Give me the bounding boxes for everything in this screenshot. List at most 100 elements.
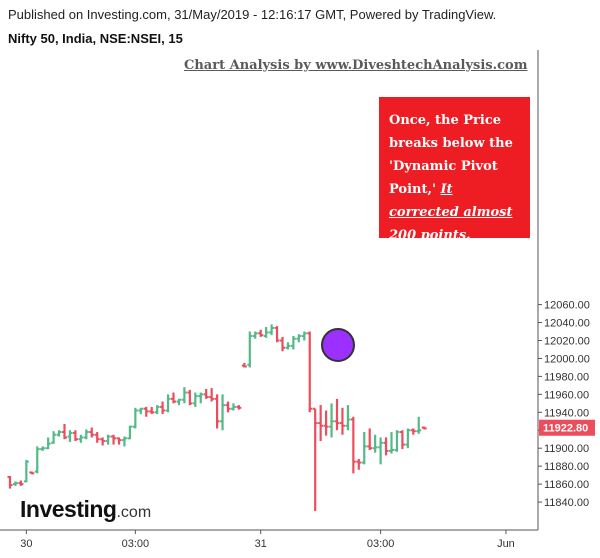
ohlc-bar <box>45 437 51 450</box>
y-tick-label: 12040.00 <box>544 318 590 330</box>
ohlc-bar <box>334 398 340 431</box>
marker-layer <box>321 327 355 362</box>
instrument-title: Nifty 50, India, NSE:NSEI, 15 <box>8 31 183 46</box>
ohlc-bar <box>323 410 329 436</box>
ohlc-bar <box>383 437 389 456</box>
pivot-marker <box>321 327 355 362</box>
ohlc-bar <box>285 342 291 350</box>
ohlc-bar <box>198 392 204 404</box>
y-tick-label: 11960.00 <box>544 389 589 401</box>
ohlc-bar <box>416 416 422 434</box>
last-price-badge <box>539 419 595 436</box>
ohlc-bar <box>301 331 307 341</box>
ohlc-bar <box>247 331 253 368</box>
ohlc-bar <box>225 401 231 413</box>
watermark-text: Chart Analysis by www.DiveshtechAnalysis… <box>184 58 528 73</box>
ohlc-bar <box>220 394 226 431</box>
ohlc-bar <box>51 431 57 444</box>
y-tick-label: 12020.00 <box>544 336 590 348</box>
y-tick-label: 12000.00 <box>544 353 590 365</box>
ohlc-bar <box>230 403 236 411</box>
x-tick-label: Jun <box>497 538 515 550</box>
ohlc-bar <box>83 429 89 440</box>
ohlc-bar <box>181 387 187 404</box>
ohlc-bar <box>192 392 198 407</box>
ohlc-bar <box>56 430 62 437</box>
ohlc-bar <box>7 475 13 489</box>
ohlc-bar <box>40 446 46 451</box>
ohlc-bar <box>356 458 362 470</box>
x-tick-label: 31 <box>255 538 267 550</box>
ohlc-bar <box>143 406 149 417</box>
logo-suffix: .com <box>116 504 152 521</box>
ohlc-bar <box>34 446 40 474</box>
x-tick-label: 03:00 <box>367 538 395 550</box>
ohlc-bar <box>171 392 176 404</box>
ohlc-bar <box>127 425 133 440</box>
y-tick-label: 11980.00 <box>544 371 589 383</box>
ohlc-bar <box>296 334 302 343</box>
ohlc-bar <box>116 437 122 445</box>
ohlc-bar <box>269 324 275 336</box>
ohlc-bar <box>290 336 296 350</box>
x-tick-label: 30 <box>20 538 32 550</box>
ohlc-bar <box>78 434 84 443</box>
published-caption: Published on Investing.com, 31/May/2019 … <box>8 7 497 22</box>
ohlc-bar <box>312 407 318 512</box>
ohlc-bar <box>263 327 269 338</box>
ohlc-bar <box>421 426 427 430</box>
ohlc-bar <box>350 416 356 474</box>
ohlc-bar <box>149 406 155 415</box>
ohlc-bar <box>62 423 67 440</box>
ohlc-bar <box>241 362 247 368</box>
ohlc-bar <box>160 401 166 415</box>
bars-layer <box>7 324 427 512</box>
ohlc-bar <box>214 394 220 429</box>
ohlc-bar <box>121 436 127 447</box>
annotation-text: Once, the Price breaks below the 'Dynami… <box>389 113 513 197</box>
ohlc-bar <box>72 430 78 442</box>
ohlc-bar <box>405 428 411 449</box>
annotation-box: Once, the Price breaks below the 'Dynami… <box>379 97 530 243</box>
y-tick-label: 11880.00 <box>544 461 589 473</box>
ohlc-bar <box>372 434 378 453</box>
ohlc-bar <box>329 403 335 438</box>
ohlc-bar <box>94 432 100 443</box>
y-tick-label: 12060.00 <box>544 300 590 312</box>
last-price-label: 11922.80 <box>543 423 588 435</box>
ohlc-bar <box>274 326 280 343</box>
logo-main: Investing <box>20 496 117 522</box>
ohlc-bar <box>105 434 111 445</box>
y-tick-label: 11940.00 <box>544 407 589 419</box>
ohlc-bar <box>307 331 313 413</box>
ohlc-bar <box>176 398 182 406</box>
ohlc-bar <box>67 430 73 442</box>
ohlc-bar <box>399 430 405 450</box>
ohlc-bar <box>29 471 35 475</box>
ohlc-bar <box>361 432 367 465</box>
ohlc-bar <box>12 481 18 486</box>
investing-logo: Investing.com <box>20 496 151 523</box>
ohlc-bar <box>339 407 345 435</box>
annotation-emphasis: It corrected almost 200 points. <box>389 182 513 243</box>
ohlc-bar <box>252 331 258 339</box>
x-tick-label: 03:00 <box>122 538 150 550</box>
ohlc-bar <box>367 428 373 450</box>
ohlc-bar <box>203 388 209 399</box>
ohlc-bar <box>187 389 193 406</box>
ohlc-bar <box>236 405 242 410</box>
ohlc-bar <box>280 336 285 352</box>
ohlc-bar <box>394 430 400 452</box>
ohlc-bar <box>138 407 144 415</box>
ohlc-bar <box>378 437 384 465</box>
ohlc-bar <box>410 428 416 435</box>
y-tick-label: 11840.00 <box>544 497 589 509</box>
axis-layer: 11840.0011860.0011880.0011900.0011920.00… <box>0 50 595 550</box>
ohlc-bar <box>132 407 138 429</box>
ohlc-bar <box>154 405 160 415</box>
ohlc-bar <box>389 432 394 454</box>
ohlc-bar <box>18 480 24 486</box>
ohlc-bar <box>111 434 117 445</box>
ohlc-bar <box>345 405 351 431</box>
